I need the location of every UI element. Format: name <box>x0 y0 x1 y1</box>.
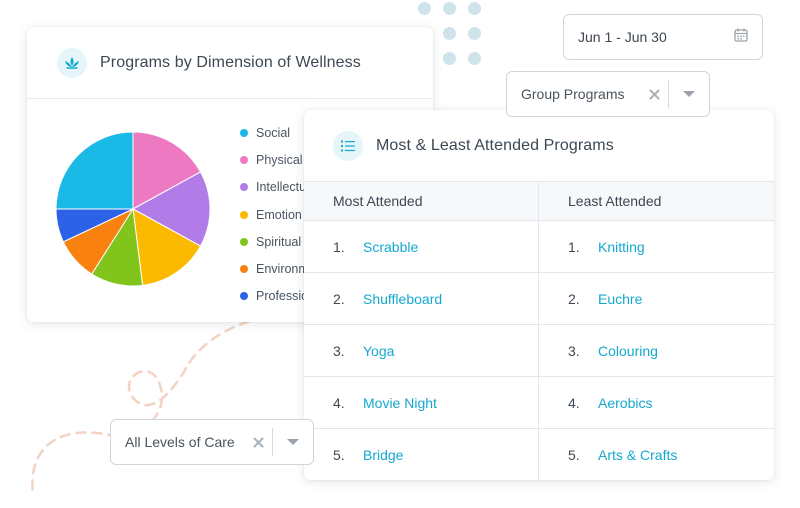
legend-swatch <box>240 292 248 300</box>
least-attended-header: Least Attended <box>539 181 774 221</box>
table-row: 5. Bridge <box>304 429 538 480</box>
legend-item: Social <box>240 119 309 146</box>
lotus-icon <box>57 48 87 78</box>
close-icon[interactable] <box>244 437 272 448</box>
program-link[interactable]: Aerobics <box>598 395 652 411</box>
legend-label: Physical <box>256 153 303 167</box>
legend-swatch <box>240 129 248 137</box>
program-link[interactable]: Yoga <box>363 343 394 359</box>
rank-number: 5. <box>568 447 598 463</box>
caret-down-icon[interactable] <box>273 438 313 446</box>
program-link[interactable]: Movie Night <box>363 395 437 411</box>
table-row: 2. Shuffleboard <box>304 273 538 325</box>
most-attended-header: Most Attended <box>304 181 538 221</box>
legend-item: Professio <box>240 283 309 310</box>
legend-item: Emotion <box>240 201 309 228</box>
rank-number: 3. <box>568 343 598 359</box>
legend-swatch <box>240 265 248 273</box>
table-row: 3. Colouring <box>539 325 774 377</box>
legend-item: Environm <box>240 255 309 282</box>
legend-label: Spiritual <box>256 235 301 249</box>
close-icon[interactable] <box>640 89 668 100</box>
program-link[interactable]: Bridge <box>363 447 403 463</box>
level-of-care-value: All Levels of Care <box>111 434 244 450</box>
legend-item: Physical <box>240 146 309 173</box>
legend-label: Social <box>256 126 290 140</box>
rank-number: 4. <box>568 395 598 411</box>
legend-item: Intellectu <box>240 174 309 201</box>
legend-item: Spiritual <box>240 228 309 255</box>
date-range-picker[interactable]: Jun 1 - Jun 30 <box>563 14 763 60</box>
date-range-value: Jun 1 - Jun 30 <box>578 29 734 45</box>
pie-slice <box>56 132 133 209</box>
wellness-legend: Social Physical Intellectu Emotion Spiritual… <box>240 119 309 310</box>
rank-number: 3. <box>333 343 363 359</box>
rank-number: 1. <box>333 239 363 255</box>
rank-number: 5. <box>333 447 363 463</box>
most-attended-column: Most Attended 1. Scrabble 2. Shuffleboard 3.… <box>304 181 538 480</box>
program-link[interactable]: Shuffleboard <box>363 291 442 307</box>
rank-number: 4. <box>333 395 363 411</box>
program-type-value: Group Programs <box>507 86 640 102</box>
legend-label: Intellectu <box>256 180 306 194</box>
decorative-swirl <box>0 300 300 500</box>
table-row: 1. Knitting <box>539 221 774 273</box>
attended-card: Most & Least Attended Programs Most Atte… <box>304 110 774 480</box>
least-attended-column: Least Attended 1. Knitting 2. Euchre 3. Colou… <box>538 181 774 480</box>
wellness-card-title: Programs by Dimension of Wellness <box>100 54 361 72</box>
legend-swatch <box>240 238 248 246</box>
table-row: 1. Scrabble <box>304 221 538 273</box>
calendar-icon[interactable] <box>734 28 748 47</box>
legend-swatch <box>240 211 248 219</box>
table-row: 4. Movie Night <box>304 377 538 429</box>
wellness-pie-chart <box>55 131 211 287</box>
legend-label: Professio <box>256 289 308 303</box>
program-link[interactable]: Knitting <box>598 239 645 255</box>
attended-card-title: Most & Least Attended Programs <box>376 137 614 155</box>
table-row: 3. Yoga <box>304 325 538 377</box>
rank-number: 2. <box>333 291 363 307</box>
level-of-care-select[interactable]: All Levels of Care <box>110 419 314 465</box>
program-link[interactable]: Colouring <box>598 343 658 359</box>
rank-number: 2. <box>568 291 598 307</box>
attended-card-header: Most & Least Attended Programs <box>304 110 774 181</box>
wellness-card-header: Programs by Dimension of Wellness <box>27 27 433 99</box>
table-row: 5. Arts & Crafts <box>539 429 774 480</box>
legend-swatch <box>240 183 248 191</box>
rank-number: 1. <box>568 239 598 255</box>
list-icon <box>333 131 363 161</box>
program-link[interactable]: Scrabble <box>363 239 418 255</box>
caret-down-icon[interactable] <box>669 90 709 98</box>
table-row: 2. Euchre <box>539 273 774 325</box>
legend-swatch <box>240 156 248 164</box>
program-link[interactable]: Euchre <box>598 291 642 307</box>
legend-label: Emotion <box>256 208 302 222</box>
program-link[interactable]: Arts & Crafts <box>598 447 677 463</box>
legend-label: Environm <box>256 262 309 276</box>
table-row: 4. Aerobics <box>539 377 774 429</box>
program-type-select[interactable]: Group Programs <box>506 71 710 117</box>
